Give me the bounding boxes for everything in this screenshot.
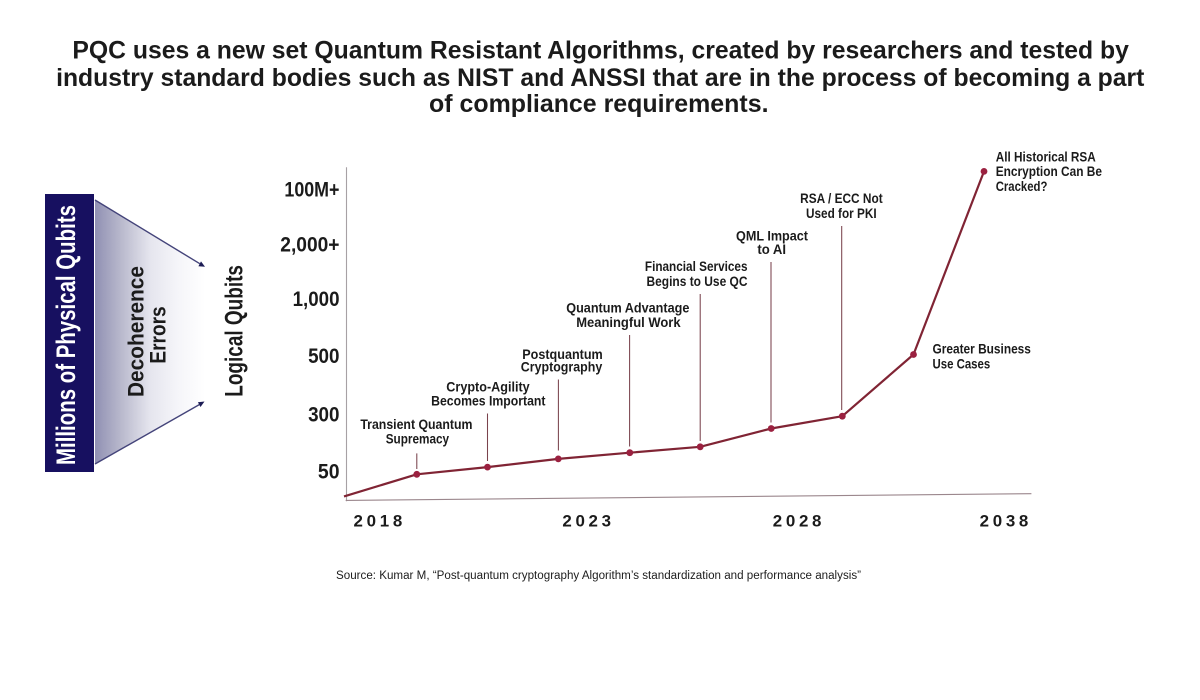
svg-text:Cryptography: Cryptography xyxy=(521,359,603,375)
svg-text:Crypto-Agility: Crypto-Agility xyxy=(446,378,530,394)
svg-text:Use Cases: Use Cases xyxy=(933,355,991,371)
svg-text:Cracked?: Cracked? xyxy=(996,178,1048,194)
svg-text:Becomes Important: Becomes Important xyxy=(431,392,546,408)
svg-text:Postquantum: Postquantum xyxy=(522,346,603,362)
svg-text:Transient Quantum: Transient Quantum xyxy=(360,416,472,432)
svg-text:Greater Business: Greater Business xyxy=(933,340,1032,356)
svg-text:QML Impact: QML Impact xyxy=(736,227,808,243)
svg-text:Source: Kumar M, “Post-quantum: Source: Kumar M, “Post-quantum cryptogra… xyxy=(336,570,861,582)
svg-text:300: 300 xyxy=(308,404,339,427)
svg-text:2023: 2023 xyxy=(562,511,614,530)
svg-text:Used for PKI: Used for PKI xyxy=(806,205,877,221)
svg-text:1,000: 1,000 xyxy=(293,288,340,311)
svg-text:Supremacy: Supremacy xyxy=(386,431,450,447)
svg-text:2018: 2018 xyxy=(354,511,406,530)
svg-text:Encryption Can Be: Encryption Can Be xyxy=(996,163,1102,179)
svg-text:50: 50 xyxy=(318,461,340,484)
svg-text:Meaningful Work: Meaningful Work xyxy=(576,314,681,330)
svg-text:Financial Services: Financial Services xyxy=(645,258,748,274)
svg-text:500: 500 xyxy=(308,345,339,368)
svg-text:Decoherence: Decoherence xyxy=(123,266,148,397)
svg-text:2028: 2028 xyxy=(773,511,825,530)
svg-text:Millions of Physical Qubits: Millions of Physical Qubits xyxy=(51,205,81,465)
svg-text:PQC uses a new set Quantum Res: PQC uses a new set Quantum Resistant Alg… xyxy=(72,37,1129,64)
svg-text:Quantum Advantage: Quantum Advantage xyxy=(566,300,689,316)
svg-text:to AI: to AI xyxy=(757,241,786,257)
svg-text:of compliance requirements.: of compliance requirements. xyxy=(429,91,769,118)
svg-text:2,000+: 2,000+ xyxy=(280,234,339,257)
svg-text:industry standard bodies such: industry standard bodies such as NIST an… xyxy=(56,65,1144,92)
svg-text:Errors: Errors xyxy=(146,306,171,363)
svg-text:Begins to Use QC: Begins to Use QC xyxy=(647,273,748,289)
svg-text:RSA / ECC Not: RSA / ECC Not xyxy=(800,190,883,206)
svg-text:2038: 2038 xyxy=(980,511,1032,530)
svg-text:Logical Qubits: Logical Qubits xyxy=(221,265,249,397)
svg-text:All Historical RSA: All Historical RSA xyxy=(996,148,1096,164)
svg-text:100M+: 100M+ xyxy=(284,179,339,202)
